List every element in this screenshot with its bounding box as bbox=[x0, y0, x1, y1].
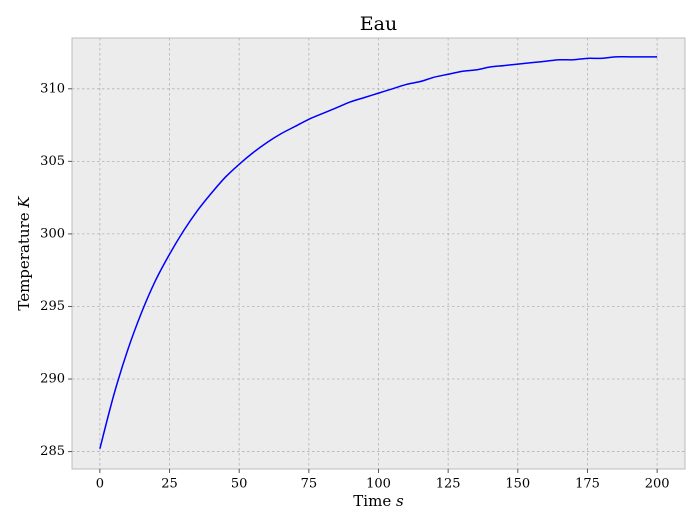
x-tick-label: 125 bbox=[436, 477, 461, 492]
y-tick-label: 295 bbox=[40, 299, 65, 314]
x-axis-unit: s bbox=[396, 492, 404, 510]
y-axis-unit: K bbox=[15, 196, 33, 209]
x-tick-label: 100 bbox=[366, 477, 391, 492]
x-tick-label: 0 bbox=[96, 477, 104, 492]
x-tick-label: 175 bbox=[575, 477, 600, 492]
y-tick-label: 285 bbox=[40, 444, 65, 459]
x-tick-label: 50 bbox=[231, 477, 248, 492]
x-tick-label: 200 bbox=[645, 477, 670, 492]
y-tick-label: 310 bbox=[40, 81, 65, 96]
x-axis-label-text: Time bbox=[353, 492, 391, 510]
temperature-line bbox=[99, 56, 658, 449]
x-tick-label: 150 bbox=[505, 477, 530, 492]
y-axis-label-text: Temperature bbox=[15, 212, 33, 310]
y-tick-label: 305 bbox=[40, 154, 65, 169]
x-tick-label: 25 bbox=[161, 477, 178, 492]
series-layer bbox=[99, 56, 658, 449]
chart-title: Eau bbox=[360, 13, 397, 35]
y-axis-label: Temperature K bbox=[15, 196, 33, 311]
x-tick-label: 75 bbox=[301, 477, 318, 492]
tick-layer: 0 25 50 75 100 125 150 175 200 285 290 295 300 305 310 bbox=[40, 81, 669, 491]
y-tick-label: 290 bbox=[40, 372, 65, 387]
x-axis-label: Time s bbox=[353, 492, 404, 510]
y-tick-label: 300 bbox=[40, 226, 65, 241]
